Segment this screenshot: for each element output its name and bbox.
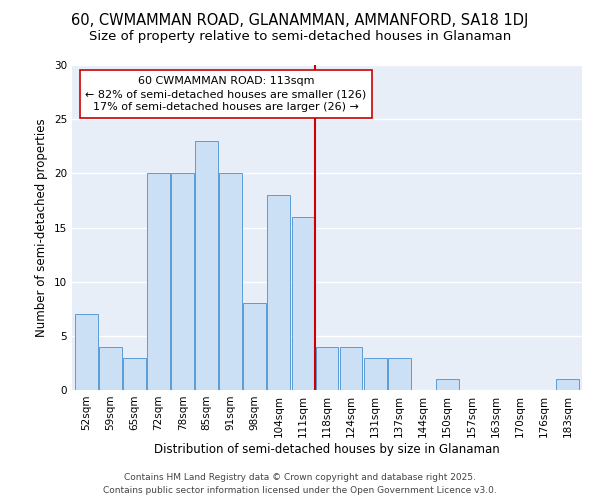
Bar <box>268 195 290 390</box>
Bar <box>244 304 266 390</box>
Bar <box>195 141 218 390</box>
Bar <box>436 379 459 390</box>
Bar <box>292 216 314 390</box>
Text: 60, CWMAMMAN ROAD, GLANAMMAN, AMMANFORD, SA18 1DJ: 60, CWMAMMAN ROAD, GLANAMMAN, AMMANFORD,… <box>71 12 529 28</box>
Y-axis label: Number of semi-detached properties: Number of semi-detached properties <box>35 118 49 337</box>
X-axis label: Distribution of semi-detached houses by size in Glanaman: Distribution of semi-detached houses by … <box>154 442 500 456</box>
Bar <box>147 174 170 390</box>
Bar <box>75 314 98 390</box>
Bar <box>364 358 386 390</box>
Bar <box>388 358 410 390</box>
Bar <box>171 174 194 390</box>
Bar <box>99 346 122 390</box>
Bar <box>316 346 338 390</box>
Bar <box>556 379 579 390</box>
Text: Size of property relative to semi-detached houses in Glanaman: Size of property relative to semi-detach… <box>89 30 511 43</box>
Text: 60 CWMAMMAN ROAD: 113sqm
← 82% of semi-detached houses are smaller (126)
17% of : 60 CWMAMMAN ROAD: 113sqm ← 82% of semi-d… <box>85 76 367 112</box>
Bar <box>340 346 362 390</box>
Bar <box>123 358 146 390</box>
Text: Contains HM Land Registry data © Crown copyright and database right 2025.
Contai: Contains HM Land Registry data © Crown c… <box>103 474 497 495</box>
Bar <box>220 174 242 390</box>
